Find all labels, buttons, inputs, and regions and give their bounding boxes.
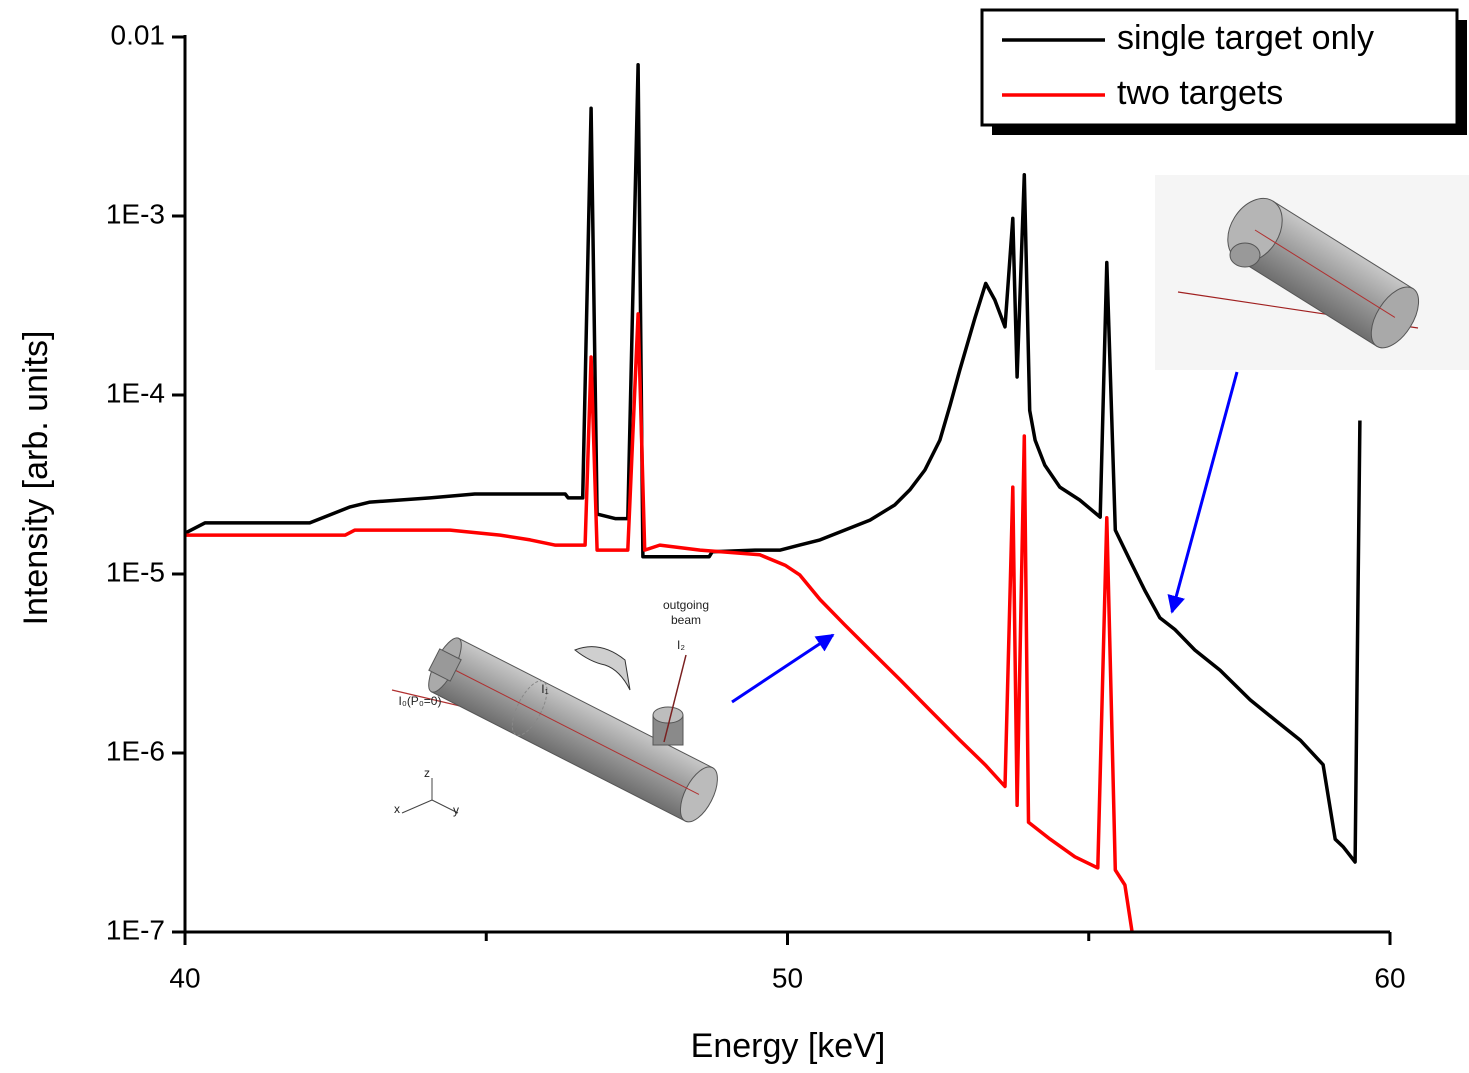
inset-diagram: outgoing beam I₂ I₁ I₀(P₀=0) z x y [391, 598, 718, 823]
inset-label: beam [671, 613, 701, 627]
y-tick-label: 1E-7 [106, 914, 165, 945]
x-tick-label: 40 [169, 962, 200, 993]
y-tick-label: 1E-4 [106, 377, 165, 408]
inset-label: I₀(P₀=0) [399, 694, 442, 708]
data-line [184, 62, 1362, 864]
arrow [731, 633, 835, 704]
inset-picture [1155, 175, 1469, 370]
inset-label: z [424, 766, 430, 780]
inset-label: y [453, 803, 459, 817]
data-line [185, 312, 1134, 933]
x-tick-label: 50 [772, 962, 803, 993]
inset-label: I₂ [677, 638, 685, 652]
y-tick-label: 1E-5 [106, 556, 165, 587]
inset-label: outgoing [663, 598, 709, 612]
legend [980, 8, 1459, 127]
inset-label: x [394, 802, 400, 816]
x-tick-label: 60 [1374, 962, 1405, 993]
arrow [1167, 371, 1239, 614]
y-axis-title: Intensity [arb. units] [17, 331, 55, 626]
x-axis-title: Energy [keV] [691, 1027, 886, 1065]
inset-label: I₁ [541, 682, 548, 696]
y-tick-label: 1E-3 [106, 198, 165, 229]
legend-label: single target only [1117, 19, 1374, 57]
y-tick-label: 1E-6 [106, 735, 165, 766]
legend-label: two targets [1117, 74, 1283, 112]
y-tick-label: 0.01 [111, 19, 166, 50]
